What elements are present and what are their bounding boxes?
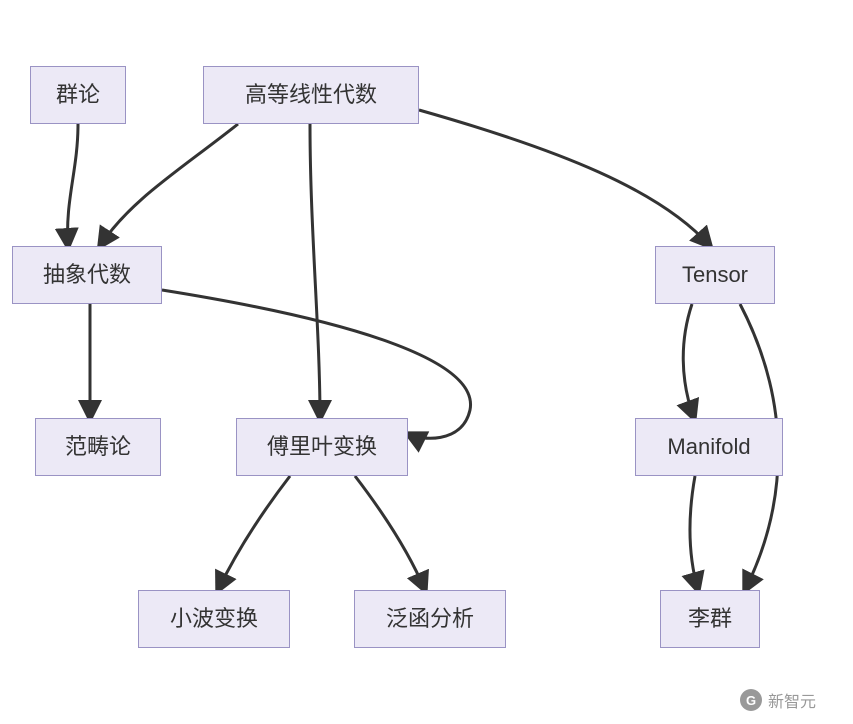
node-group-theory: 群论	[30, 66, 126, 124]
edge-adv-linear-alg-to-fourier	[310, 124, 320, 418]
edge-fourier-to-functional	[355, 476, 425, 590]
watermark: G 新智元	[740, 688, 816, 712]
edge-adv-linear-alg-to-abstract-alg	[100, 124, 238, 246]
edge-group-theory-to-abstract-alg	[68, 124, 78, 246]
node-adv-linear-alg: 高等线性代数	[203, 66, 419, 124]
edge-fourier-to-wavelet	[218, 476, 290, 590]
node-category-th: 范畴论	[35, 418, 161, 476]
node-abstract-alg: 抽象代数	[12, 246, 162, 304]
edge-tensor-to-manifold	[683, 304, 694, 418]
node-lie-group: 李群	[660, 590, 760, 648]
edge-abstract-alg-to-fourier	[162, 290, 471, 438]
watermark-icon: G	[740, 689, 762, 711]
node-fourier: 傅里叶变换	[236, 418, 408, 476]
node-tensor: Tensor	[655, 246, 775, 304]
edge-adv-linear-alg-to-tensor	[419, 110, 710, 246]
node-functional: 泛函分析	[354, 590, 506, 648]
watermark-label: 新智元	[768, 688, 816, 712]
node-wavelet: 小波变换	[138, 590, 290, 648]
edge-manifold-to-lie-group	[690, 476, 698, 590]
node-manifold: Manifold	[635, 418, 783, 476]
